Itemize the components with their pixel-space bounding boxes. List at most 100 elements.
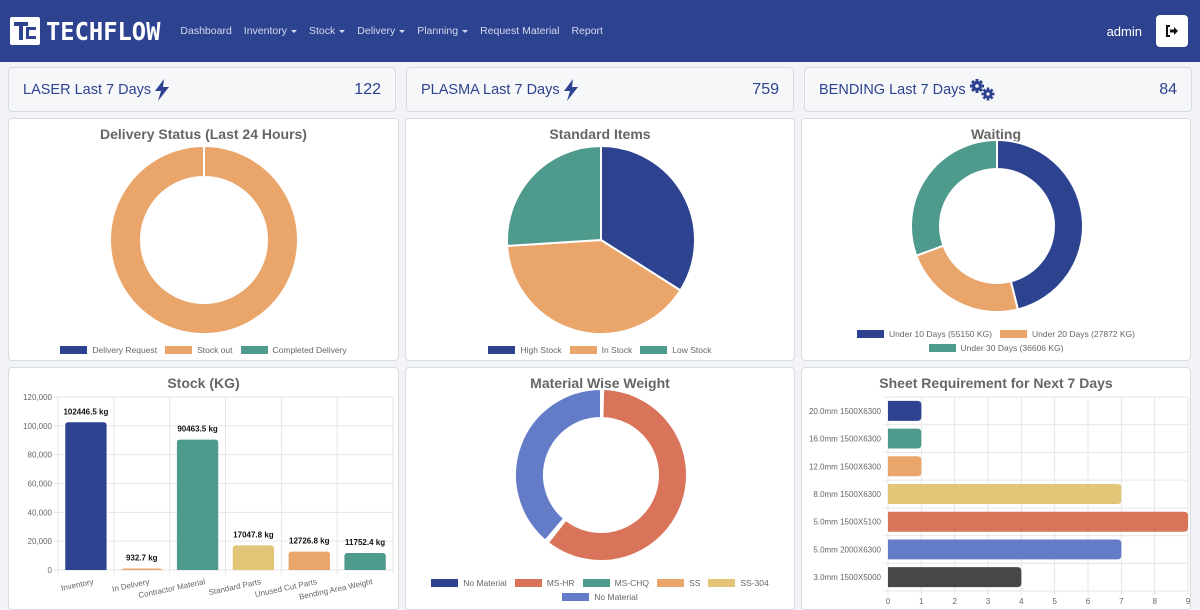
stats-row: LASER Last 7 Days 122 PLASMA Last 7 Days… xyxy=(0,62,1200,112)
legend-item[interactable]: MS-HR xyxy=(514,578,575,588)
legend-swatch xyxy=(488,346,516,354)
bar-inventory[interactable] xyxy=(65,422,107,570)
nav-planning[interactable]: Planning xyxy=(411,25,474,37)
nav-report[interactable]: Report xyxy=(565,25,609,37)
legend-item[interactable]: Completed Delivery xyxy=(240,345,347,355)
legend-label: Stock out xyxy=(197,345,233,355)
y-tick-label: 40,000 xyxy=(28,508,53,517)
nav-dashboard[interactable]: Dashboard xyxy=(174,25,237,37)
legend-item[interactable]: No Material xyxy=(562,592,638,602)
delivery-status-chart xyxy=(109,144,299,335)
bar-in-delivery[interactable] xyxy=(121,568,163,572)
x-tick-label: 4 xyxy=(1019,597,1024,606)
bar-20-0mm-1500x6300[interactable] xyxy=(888,400,922,421)
nav-delivery[interactable]: Delivery xyxy=(351,25,411,37)
bar-unused-cut-parts[interactable] xyxy=(288,551,330,570)
chart-title: Delivery Status (Last 24 Hours) xyxy=(100,126,307,142)
sheet-requirement-chart: 0 1 2 3 4 5 6 7 8 9 20.0mm 1500X6300 16.0mm 1500X63… xyxy=(809,396,1191,606)
nav-label: Planning xyxy=(417,25,459,37)
slice-ms-hr[interactable] xyxy=(546,388,688,562)
logo-mark-icon xyxy=(10,17,40,45)
slice-under-30-days-36606-kg-[interactable] xyxy=(910,138,998,257)
chart-title: Material Wise Weight xyxy=(530,375,670,391)
legend-label: Under 10 Days (55150 KG) xyxy=(889,329,992,339)
charts-grid: Delivery Status (Last 24 Hours) Delivery… xyxy=(0,112,1200,610)
card-sheet-requirement: Sheet Requirement for Next 7 Days 0 1 2 3 4 5… xyxy=(801,367,1191,610)
legend-item[interactable]: SS-304 xyxy=(708,578,769,588)
brand-logo[interactable]: TECHFLOW xyxy=(10,17,166,46)
bolt-icon xyxy=(155,78,170,101)
legend-label: SS-304 xyxy=(740,578,769,588)
sign-out-icon xyxy=(1166,25,1178,37)
bar-5-0mm-1500x5100[interactable] xyxy=(888,511,1188,532)
legend-label: No Material xyxy=(463,578,507,588)
legend-item[interactable]: Delivery Request xyxy=(60,345,157,355)
legend-swatch xyxy=(569,346,597,354)
stat-value: 759 xyxy=(752,80,779,98)
nav-label: Request Material xyxy=(480,25,560,37)
stat-plasma: PLASMA Last 7 Days 759 xyxy=(406,67,794,112)
legend-item[interactable]: Under 20 Days (27872 KG) xyxy=(1000,329,1135,339)
x-tick-label: 6 xyxy=(1086,597,1091,606)
waiting-chart xyxy=(910,138,1084,313)
nav-label: Stock xyxy=(309,25,336,37)
x-tick-label: 0 xyxy=(886,597,891,606)
y-tick-label: 8.0mm 1500X6300 xyxy=(813,490,881,499)
logout-button[interactable] xyxy=(1156,15,1188,47)
stat-label: PLASMA Last 7 Days xyxy=(421,81,560,98)
slice-under-10-days-55150-kg-[interactable] xyxy=(996,138,1084,311)
standard-items-chart xyxy=(506,144,696,336)
legend-item[interactable]: Stock out xyxy=(165,345,233,355)
legend-item[interactable]: High Stock xyxy=(488,345,562,355)
stat-label: BENDING Last 7 Days xyxy=(819,81,966,98)
caret-down-icon xyxy=(339,29,346,33)
material-weight-chart xyxy=(514,387,688,562)
slice-stock-out[interactable] xyxy=(109,144,299,335)
y-tick-label: 16.0mm 1500X6300 xyxy=(809,435,882,444)
legend-item[interactable]: Under 10 Days (55150 KG) xyxy=(857,329,992,339)
y-tick-label: 3.0mm 1500X5000 xyxy=(813,573,881,582)
legend-swatch xyxy=(240,346,268,354)
card-stock: Stock (KG) 0 20,000 40,000 60,000 80,000 100,… xyxy=(8,367,399,610)
stat-laser: LASER Last 7 Days 122 xyxy=(8,67,396,112)
stat-value: 122 xyxy=(354,80,381,98)
legend-item[interactable]: MS-CHQ xyxy=(582,578,649,588)
legend-item[interactable]: No Material xyxy=(431,578,507,588)
slice-no-material[interactable] xyxy=(514,387,602,542)
legend-item[interactable]: SS xyxy=(657,578,700,588)
legend-swatch xyxy=(562,593,590,601)
slice-low-stock[interactable] xyxy=(506,144,602,247)
stat-bending: BENDING Last 7 Days 84 xyxy=(804,67,1192,112)
card-delivery-status: Delivery Status (Last 24 Hours) Delivery… xyxy=(8,118,399,361)
bar-bending-area-weight[interactable] xyxy=(344,553,386,570)
legend-item[interactable]: Low Stock xyxy=(640,345,712,355)
x-tick-label: 1 xyxy=(919,597,924,606)
nav-request-material[interactable]: Request Material xyxy=(474,25,565,37)
bar-3-0mm-1500x5000[interactable] xyxy=(888,567,1022,588)
legend-swatch xyxy=(514,579,542,587)
x-tick-label: Inventory xyxy=(60,577,94,593)
bar-contractor-material[interactable] xyxy=(176,439,219,570)
y-tick-label: 100,000 xyxy=(23,422,52,431)
x-tick-label: 9 xyxy=(1186,597,1191,606)
legend-item[interactable]: Under 30 Days (36606 KG) xyxy=(928,343,1064,353)
nav-inventory[interactable]: Inventory xyxy=(238,25,303,37)
user-name[interactable]: admin xyxy=(1106,23,1142,39)
y-tick-label: 20.0mm 1500X6300 xyxy=(809,407,882,416)
card-waiting: Waiting Under 10 Days (55150 KG) Under 20… xyxy=(801,118,1191,361)
legend-item[interactable]: In Stock xyxy=(569,345,632,355)
bar-5-0mm-2000x6300[interactable] xyxy=(888,539,1122,560)
bolt-icon xyxy=(563,78,578,101)
bar-16-0mm-1500x6300[interactable] xyxy=(888,428,922,449)
legend-label: SS xyxy=(689,578,701,588)
slice-in-stock[interactable] xyxy=(506,238,682,336)
slice-under-20-days-27872-kg-[interactable] xyxy=(914,244,1020,313)
legend-swatch xyxy=(708,579,736,587)
data-label: 102446.5 kg xyxy=(63,407,108,416)
bar-8-0mm-1500x6300[interactable] xyxy=(888,484,1122,504)
x-tick-label: 5 xyxy=(1052,597,1057,606)
bar-12-0mm-1500x6300[interactable] xyxy=(888,456,922,477)
nav-stock[interactable]: Stock xyxy=(303,25,351,37)
y-tick-label: 12.0mm 1500X6300 xyxy=(809,462,882,471)
bar-standard-parts[interactable] xyxy=(232,545,275,570)
